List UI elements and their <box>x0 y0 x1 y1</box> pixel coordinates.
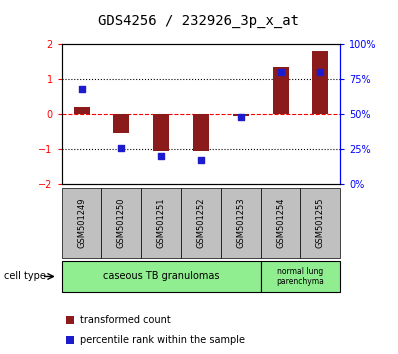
Text: cell type: cell type <box>4 272 46 281</box>
Point <box>198 158 204 163</box>
Text: GSM501249: GSM501249 <box>77 198 86 248</box>
Text: GSM501251: GSM501251 <box>157 198 166 248</box>
Text: GSM501253: GSM501253 <box>236 198 245 249</box>
Bar <box>312 51 328 114</box>
Bar <box>62 188 101 258</box>
Text: transformed count: transformed count <box>80 315 171 325</box>
Bar <box>221 188 261 258</box>
Text: normal lung
parenchyma: normal lung parenchyma <box>277 267 324 286</box>
Point <box>118 145 125 150</box>
Bar <box>233 114 249 116</box>
Text: caseous TB granulomas: caseous TB granulomas <box>103 272 219 281</box>
Bar <box>62 261 261 292</box>
Bar <box>141 188 181 258</box>
Point <box>78 86 85 92</box>
Text: GSM501250: GSM501250 <box>117 198 126 248</box>
Bar <box>153 114 169 151</box>
Bar <box>193 114 209 151</box>
Text: percentile rank within the sample: percentile rank within the sample <box>80 335 246 345</box>
Bar <box>101 188 141 258</box>
Bar <box>181 188 221 258</box>
Bar <box>261 188 300 258</box>
Text: GSM501252: GSM501252 <box>197 198 205 248</box>
Bar <box>74 107 90 114</box>
Point <box>317 69 324 75</box>
Text: GSM501254: GSM501254 <box>276 198 285 248</box>
Point <box>158 153 164 159</box>
Point <box>238 114 244 120</box>
Bar <box>300 188 340 258</box>
Text: GSM501255: GSM501255 <box>316 198 325 248</box>
Bar <box>261 261 340 292</box>
Text: GDS4256 / 232926_3p_x_at: GDS4256 / 232926_3p_x_at <box>98 14 300 28</box>
Bar <box>273 67 289 114</box>
Point <box>277 69 284 75</box>
Bar <box>113 114 129 133</box>
